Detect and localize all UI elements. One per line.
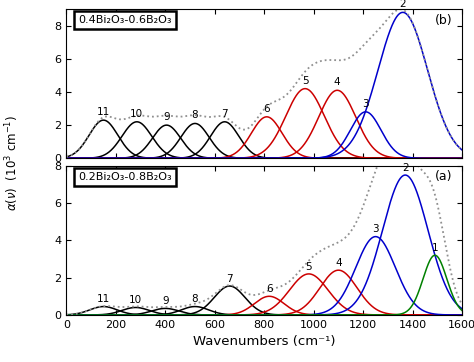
Text: 8: 8 [191, 110, 198, 121]
Text: 0.2Bi₂O₃-0.8B₂O₃: 0.2Bi₂O₃-0.8B₂O₃ [78, 172, 172, 182]
X-axis label: Wavenumbers (cm⁻¹): Wavenumbers (cm⁻¹) [193, 335, 336, 348]
Text: 11: 11 [97, 107, 110, 117]
Text: 7: 7 [226, 274, 233, 284]
Text: (b): (b) [435, 13, 452, 26]
Text: 5: 5 [302, 76, 309, 86]
Text: 10: 10 [130, 109, 144, 119]
Text: 3: 3 [362, 99, 369, 109]
Text: 1: 1 [432, 243, 438, 253]
Text: $\alpha(\nu)$  $(10^3\ \mathrm{cm}^{-1})$: $\alpha(\nu)$ $(10^3\ \mathrm{cm}^{-1})$ [3, 115, 21, 211]
Text: 2: 2 [402, 163, 409, 173]
Text: 4: 4 [335, 258, 342, 268]
Text: 0.4Bi₂O₃-0.6B₂O₃: 0.4Bi₂O₃-0.6B₂O₃ [78, 15, 172, 25]
Text: 6: 6 [266, 284, 273, 294]
Text: 3: 3 [372, 224, 379, 234]
Text: 2: 2 [400, 0, 406, 9]
Text: 6: 6 [264, 104, 270, 114]
Text: 11: 11 [97, 294, 110, 304]
Text: 8: 8 [191, 294, 198, 304]
Text: 5: 5 [305, 262, 312, 272]
Text: 9: 9 [162, 296, 169, 306]
Text: 4: 4 [334, 77, 340, 87]
Text: 7: 7 [221, 109, 228, 119]
Text: (a): (a) [435, 170, 452, 183]
Text: 10: 10 [129, 295, 142, 305]
Text: 9: 9 [163, 112, 170, 122]
